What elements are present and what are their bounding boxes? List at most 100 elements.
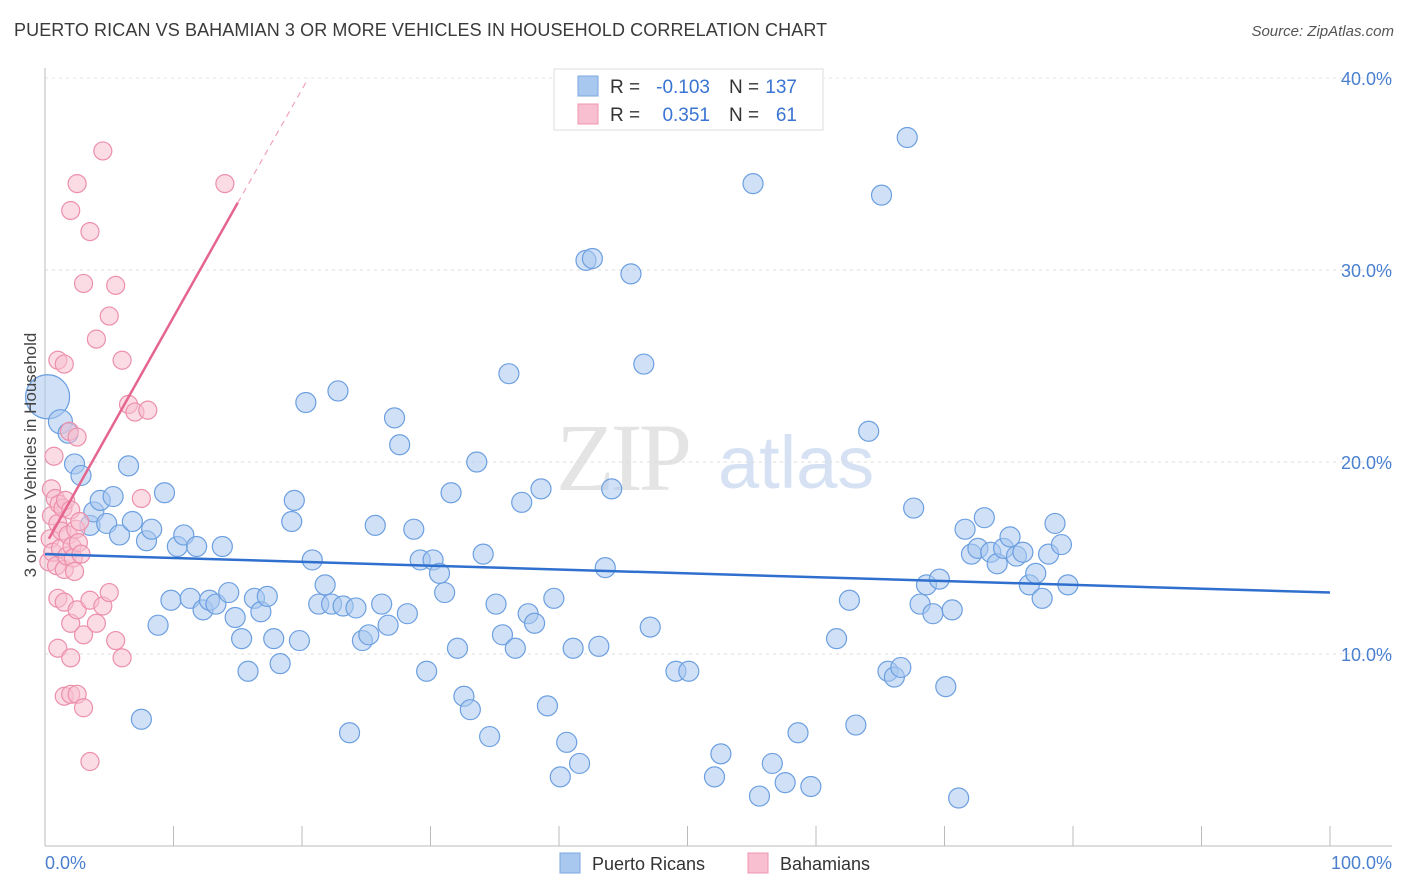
point-puerto-ricans <box>224 606 246 629</box>
y-tick-label: 30.0% <box>1341 261 1392 281</box>
point-puerto-ricans <box>896 126 918 149</box>
point-puerto-ricans <box>377 614 399 636</box>
point-puerto-ricans <box>281 510 303 533</box>
point-bahamians <box>99 582 119 603</box>
point-puerto-ricans <box>588 635 610 657</box>
point-bahamians <box>131 488 151 509</box>
legend-n-label: N = <box>729 105 759 126</box>
point-puerto-ricans <box>825 628 848 650</box>
point-puerto-ricans <box>459 699 481 721</box>
bottom-legend-swatch-bahamians <box>747 852 769 874</box>
point-bahamians <box>106 630 126 651</box>
point-bahamians <box>61 200 81 221</box>
point-puerto-ricans <box>383 407 406 429</box>
point-puerto-ricans <box>403 518 425 540</box>
point-puerto-ricans <box>523 612 546 634</box>
point-bahamians <box>61 648 81 668</box>
point-puerto-ricans <box>141 518 163 540</box>
point-puerto-ricans <box>345 597 367 619</box>
point-puerto-ricans <box>1012 541 1034 563</box>
point-puerto-ricans <box>211 535 233 558</box>
point-bahamians <box>86 613 107 633</box>
point-puerto-ricans <box>530 478 552 500</box>
point-puerto-ricans <box>472 543 494 565</box>
source-credit: Source: ZipAtlas.com <box>1251 23 1394 40</box>
point-puerto-ricans <box>218 581 240 604</box>
point-puerto-ricans <box>1031 587 1053 609</box>
point-bahamians <box>80 751 100 772</box>
point-puerto-ricans <box>870 184 893 206</box>
point-puerto-ricans <box>511 491 533 513</box>
point-puerto-ricans <box>1025 562 1047 584</box>
point-puerto-ricans <box>389 434 411 456</box>
grid-lines <box>45 77 1392 655</box>
point-puerto-ricans <box>748 785 771 807</box>
point-bahamians <box>70 511 90 532</box>
point-puerto-ricans <box>543 587 565 609</box>
legend-r-puerto-ricans: -0.103 <box>656 77 710 98</box>
point-puerto-ricans <box>263 628 285 650</box>
point-puerto-ricans <box>710 743 732 765</box>
point-bahamians <box>80 222 100 242</box>
point-puerto-ricans <box>237 660 259 682</box>
point-puerto-ricans <box>358 624 380 646</box>
point-bahamians <box>93 141 113 161</box>
point-puerto-ricans <box>890 656 912 679</box>
point-bahamians <box>73 625 94 645</box>
point-puerto-ricans <box>999 526 1021 548</box>
point-bahamians <box>112 648 132 668</box>
watermark-zip: ZIP <box>556 404 689 511</box>
bottom-legend-swatch-puerto-ricans <box>559 852 581 874</box>
legend-swatch-puerto-ricans <box>577 75 599 97</box>
data-points <box>24 126 1079 809</box>
point-puerto-ricans <box>838 589 861 611</box>
point-puerto-ricans <box>434 581 456 604</box>
point-puerto-ricans <box>549 766 571 788</box>
point-bahamians <box>73 698 94 718</box>
legend-box: R = -0.103 N = 137 R = 0.351 N = 61 <box>553 68 824 131</box>
point-bahamians <box>67 427 87 447</box>
point-puerto-ricans <box>108 524 131 546</box>
point-puerto-ricans <box>121 510 143 533</box>
point-puerto-ricans <box>787 722 809 744</box>
chart-title: PUERTO RICAN VS BAHAMIAN 3 OR MORE VEHIC… <box>14 20 828 40</box>
point-puerto-ricans <box>186 535 208 558</box>
point-puerto-ricans <box>153 482 176 504</box>
point-puerto-ricans <box>364 514 386 536</box>
point-puerto-ricans <box>601 478 623 500</box>
point-puerto-ricans <box>24 374 71 420</box>
point-puerto-ricans <box>581 247 604 270</box>
point-puerto-ricans <box>973 507 995 529</box>
point-puerto-ricans <box>446 637 469 659</box>
point-bahamians <box>138 400 158 420</box>
point-puerto-ricans <box>256 585 278 608</box>
point-puerto-ricans <box>283 489 305 511</box>
point-puerto-ricans <box>371 593 393 615</box>
point-puerto-ricans <box>396 603 418 625</box>
point-bahamians <box>54 354 74 374</box>
tick-labels: 10.0% 20.0% 30.0% 40.0% 0.0% 100.0% <box>45 69 1392 873</box>
point-puerto-ricans <box>742 173 764 195</box>
point-puerto-ricans <box>845 714 867 736</box>
y-tick-label: 10.0% <box>1341 645 1392 665</box>
point-puerto-ricans <box>941 599 963 621</box>
point-puerto-ricans <box>774 772 796 794</box>
point-puerto-ricans <box>948 787 970 809</box>
point-bahamians <box>67 600 87 620</box>
point-puerto-ricans <box>288 629 311 652</box>
point-puerto-ricans <box>594 556 616 579</box>
trend-line-bahamians <box>47 202 239 540</box>
point-bahamians <box>215 174 235 194</box>
point-bahamians <box>86 329 107 349</box>
point-puerto-ricans <box>147 614 169 636</box>
point-puerto-ricans <box>327 380 349 402</box>
point-puerto-ricans <box>620 263 642 285</box>
point-puerto-ricans <box>440 482 462 504</box>
point-puerto-ricans <box>338 722 361 744</box>
point-puerto-ricans <box>536 695 559 717</box>
y-tick-label: 20.0% <box>1341 453 1392 473</box>
point-puerto-ricans <box>231 628 253 650</box>
legend-r-label: R = <box>610 105 640 126</box>
bottom-legend-label-bahamians: Bahamians <box>780 854 870 874</box>
